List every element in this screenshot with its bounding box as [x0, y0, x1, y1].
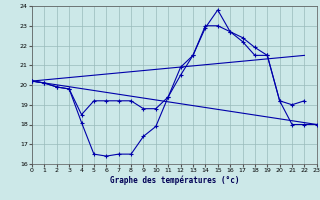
X-axis label: Graphe des températures (°c): Graphe des températures (°c) — [110, 175, 239, 185]
